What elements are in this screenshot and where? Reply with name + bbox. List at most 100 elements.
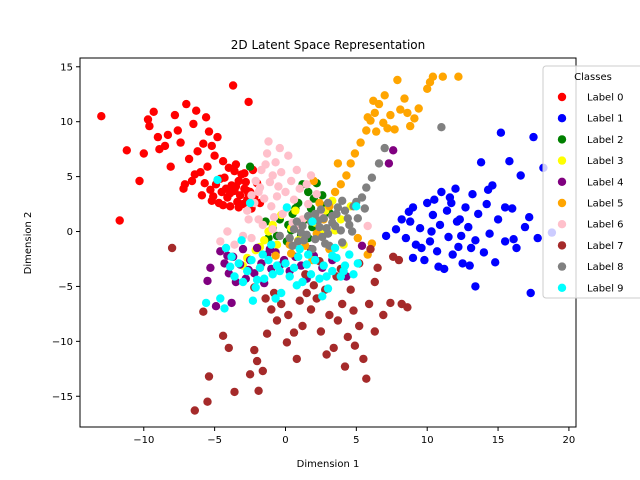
data-point-label-0: [235, 191, 245, 200]
data-point-label-6: [223, 227, 232, 236]
legend-marker: [557, 114, 567, 123]
data-point-label-9: [328, 266, 337, 276]
data-point-label-6: [267, 202, 276, 211]
data-point-label-6: [264, 137, 273, 146]
data-point-label-1: [452, 217, 462, 226]
data-point-label-0: [244, 97, 253, 107]
data-point-label-6: [265, 177, 275, 187]
data-point-label-0: [180, 180, 190, 189]
data-point-label-9: [221, 243, 231, 253]
data-point-label-1: [471, 282, 480, 291]
data-point-label-1: [435, 220, 445, 230]
data-point-label-6: [261, 160, 270, 169]
data-point-label-1: [425, 237, 435, 246]
data-point-label-5: [425, 78, 435, 87]
legend-label: Label 6: [587, 220, 624, 231]
legend: Classes Label 0 Label 1 Label 2 Label 3 Label…: [542, 65, 640, 299]
axes: −10 −5 0 5 10 15 20 −15 −10 −5 0 5 10 15: [52, 57, 577, 446]
data-point-label-9: [226, 262, 235, 271]
data-point-label-7: [245, 370, 255, 379]
data-point-label-6: [268, 225, 277, 234]
data-point-label-9: [248, 296, 258, 305]
data-point-label-8: [343, 214, 352, 223]
data-point-label-5: [380, 91, 389, 100]
data-point-label-1: [525, 213, 534, 222]
legend-marker: [557, 92, 567, 102]
data-point-label-5: [333, 159, 343, 168]
data-point-label-9: [294, 252, 303, 261]
data-point-label-1: [427, 227, 436, 236]
data-point-label-1: [468, 190, 477, 199]
data-point-label-9: [328, 251, 337, 260]
data-point-label-3: [291, 206, 300, 215]
legend-marker: [557, 198, 567, 208]
data-point-label-6: [247, 191, 256, 200]
data-point-label-9: [252, 275, 262, 284]
data-point-label-0: [213, 132, 222, 142]
data-point-label-9: [275, 266, 284, 276]
data-point-label-0: [230, 166, 239, 176]
data-point-label-1: [496, 128, 506, 137]
data-point-label-7: [370, 277, 379, 287]
data-point-label-0: [122, 146, 131, 155]
data-point-label-9: [330, 243, 340, 253]
data-point-label-8: [333, 203, 343, 212]
y-axis-title: Dimension 2: [23, 212, 34, 275]
data-point-label-1: [406, 217, 415, 226]
data-point-label-0: [199, 139, 208, 148]
data-point-label-6: [216, 237, 225, 246]
data-point-label-7: [379, 310, 388, 320]
data-point-label-4: [384, 159, 394, 168]
data-point-label-0: [228, 81, 238, 90]
data-point-label-9: [264, 255, 273, 265]
data-point-label-1: [381, 231, 391, 241]
data-point-label-9: [349, 270, 358, 279]
legend-marker: [557, 262, 567, 271]
data-point-label-8: [336, 226, 345, 235]
data-point-label-0: [201, 113, 211, 122]
y-tick-label: 0: [67, 227, 73, 238]
data-point-label-7: [338, 299, 347, 309]
data-point-label-0: [209, 192, 218, 201]
data-point-label-7: [224, 343, 233, 353]
data-point-label-1: [420, 255, 429, 265]
data-point-label-5: [336, 180, 345, 189]
data-point-label-8: [374, 159, 384, 168]
data-point-label-0: [226, 202, 235, 211]
data-point-label-6: [289, 195, 299, 204]
data-point-label-1: [417, 243, 426, 253]
data-point-label-6: [262, 149, 272, 158]
data-point-label-7: [349, 306, 358, 315]
data-point-label-7: [262, 329, 272, 338]
data-point-label-0: [115, 216, 124, 225]
data-point-label-0: [153, 132, 163, 142]
x-tick-label: 0: [282, 435, 288, 446]
data-point-label-7: [309, 281, 318, 290]
data-point-label-7: [250, 345, 259, 355]
data-point-label-1: [520, 222, 530, 232]
data-point-label-6: [304, 199, 313, 209]
data-point-label-5: [315, 198, 324, 208]
data-point-label-9: [289, 263, 299, 272]
legend-label: Label 9: [587, 283, 624, 294]
data-point-label-8: [360, 204, 369, 213]
data-point-label-8: [316, 205, 326, 214]
data-point-label-7: [190, 406, 199, 415]
data-point-label-0: [170, 110, 180, 120]
data-point-label-7: [258, 366, 267, 376]
data-point-label-9: [220, 304, 229, 313]
data-point-label-5: [386, 110, 395, 120]
data-point-label-6: [363, 221, 372, 231]
data-point-label-1: [464, 222, 473, 232]
data-point-label-0: [139, 149, 148, 158]
data-point-label-7: [289, 328, 299, 337]
data-point-label-1: [526, 288, 535, 298]
data-point-label-9: [315, 274, 324, 283]
series-label-7: [167, 243, 412, 415]
data-point-label-0: [187, 176, 197, 186]
data-point-label-7: [346, 285, 355, 294]
data-point-label-1: [461, 203, 470, 212]
data-point-label-1: [500, 203, 510, 212]
data-point-label-1: [474, 209, 483, 219]
